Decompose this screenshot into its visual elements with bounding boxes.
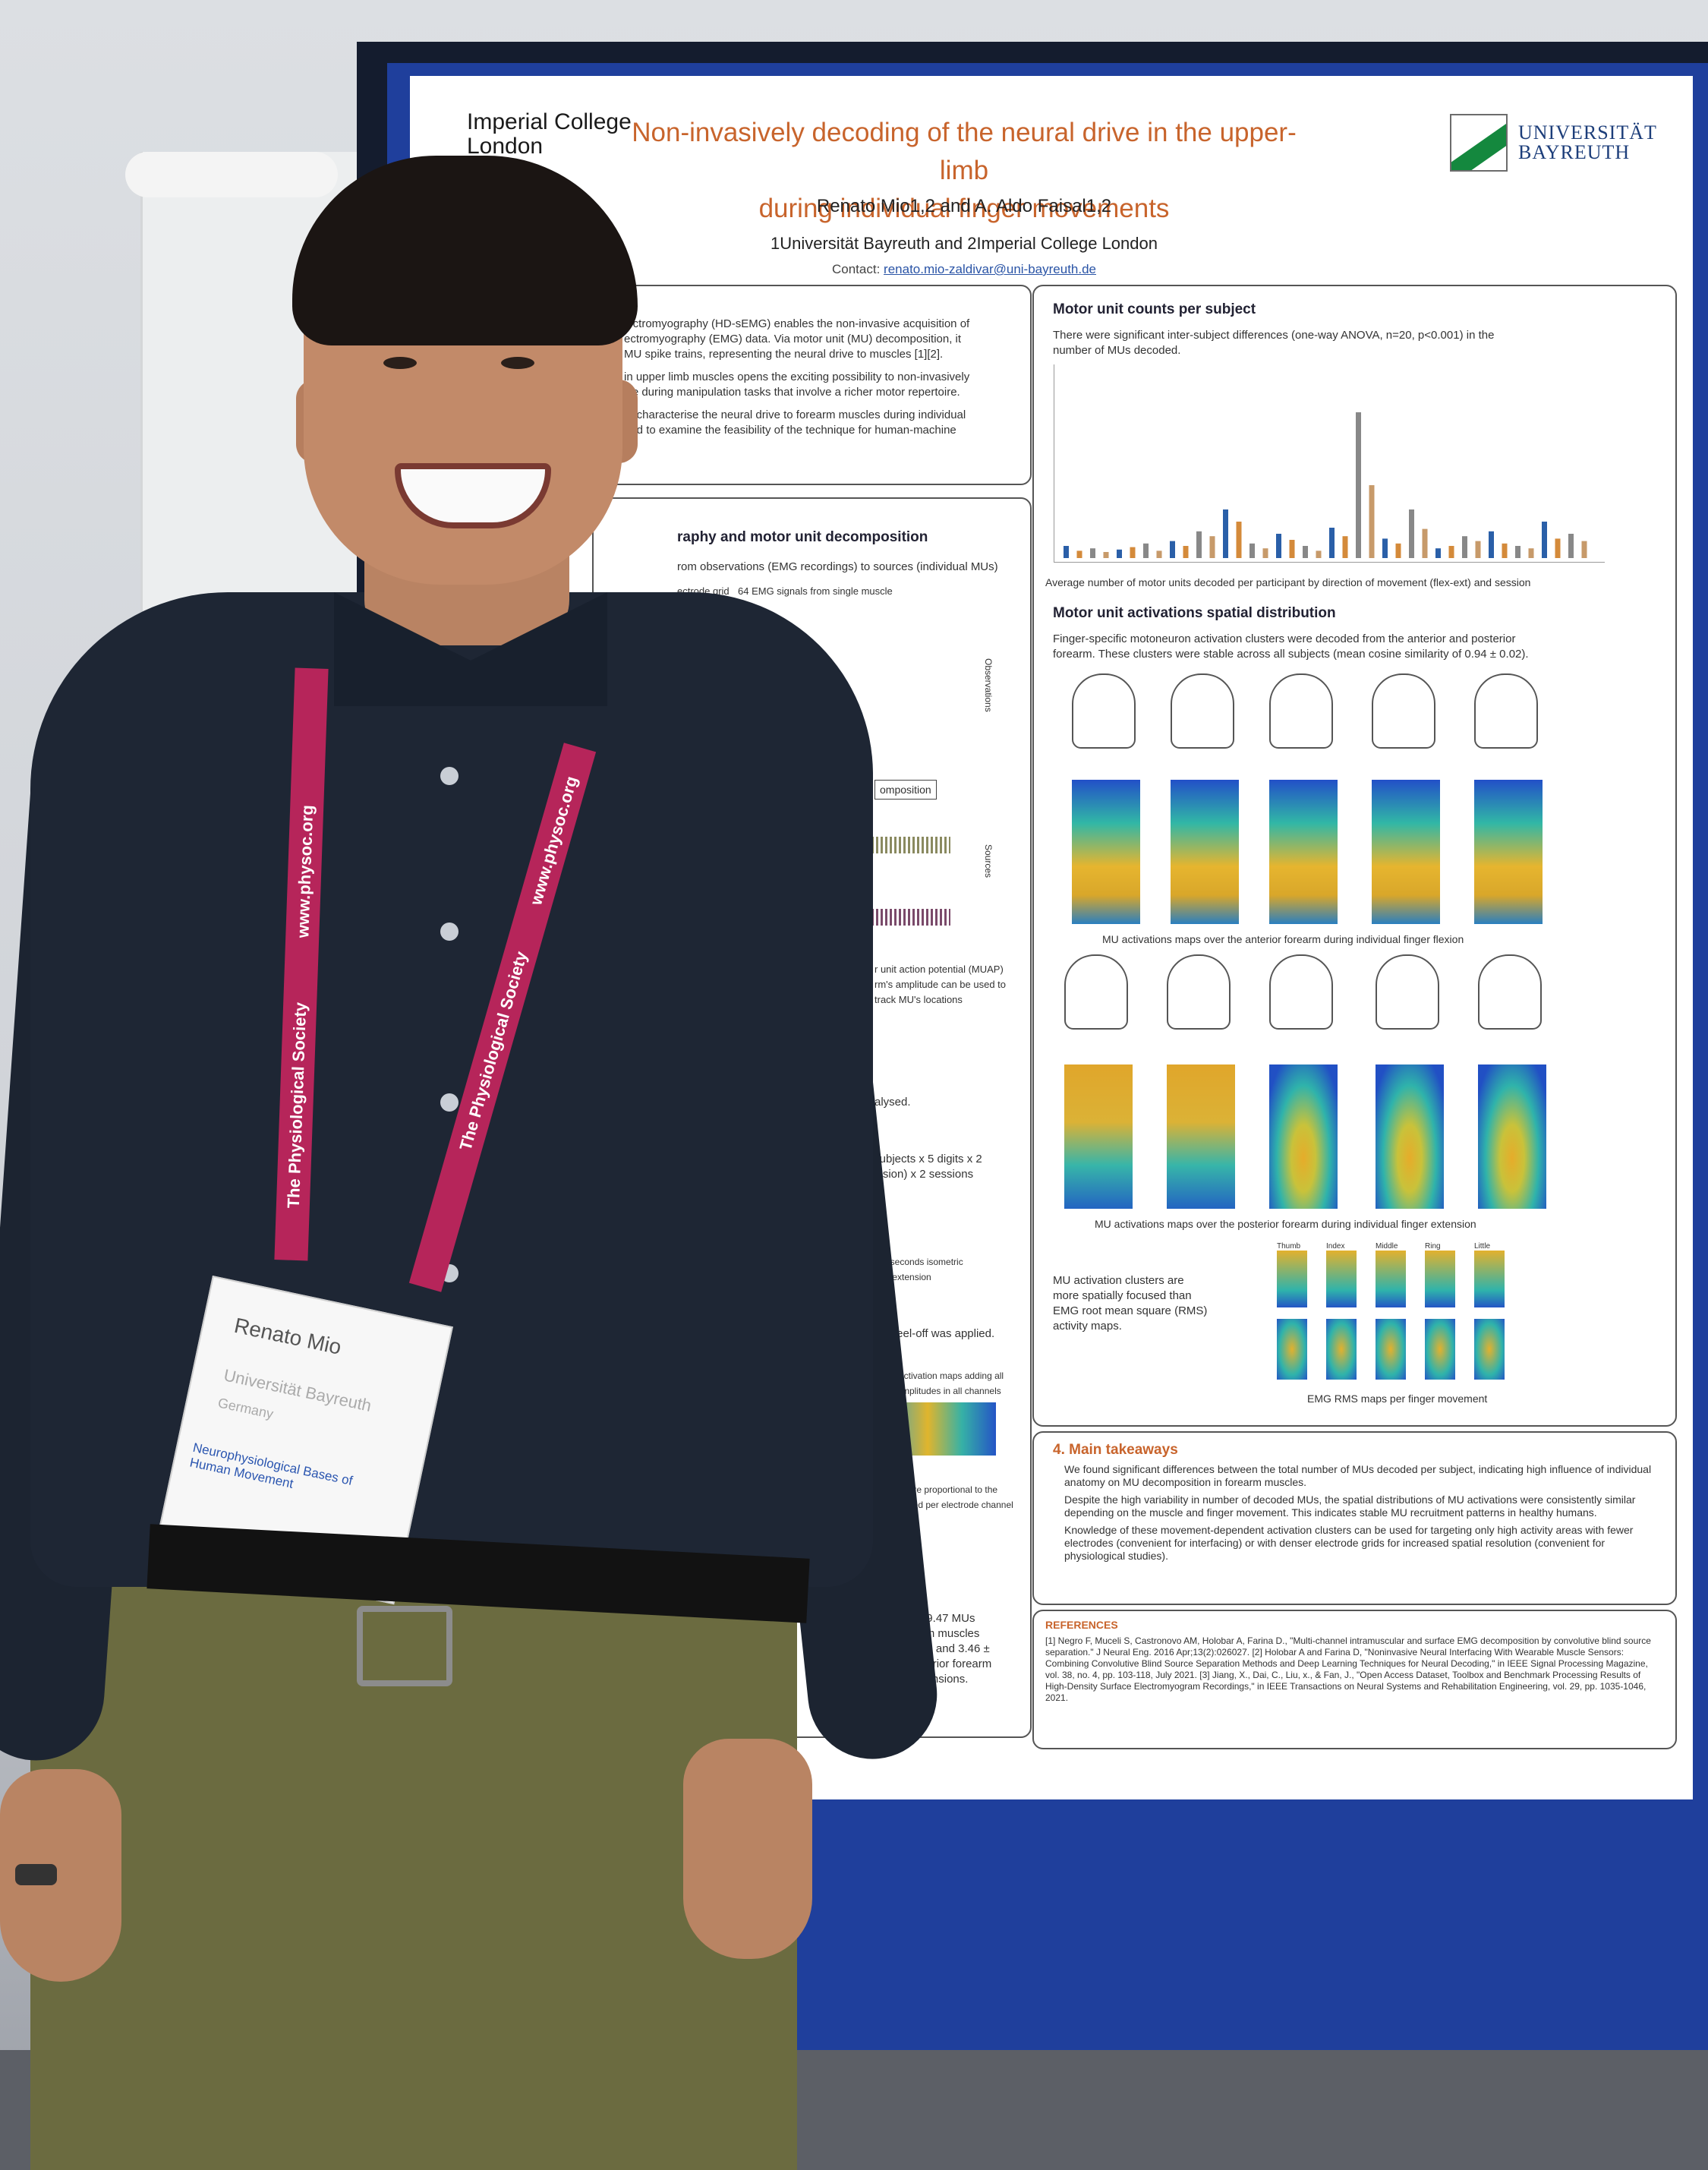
chart-bar <box>1130 547 1136 558</box>
chart-bar <box>1382 538 1388 558</box>
hand-middle-ext-icon <box>1269 954 1333 1030</box>
heatmap-flex-thumb <box>1072 780 1140 924</box>
chart-bar <box>1236 522 1242 558</box>
chart-bar <box>1409 509 1414 558</box>
poster-affiliation: 1Universität Bayreuth and 2Imperial Coll… <box>770 234 1158 253</box>
chart-bar <box>1196 531 1202 558</box>
spike-train-raster-2 <box>867 909 950 926</box>
shirt-button <box>440 767 459 785</box>
chart-bar <box>1342 536 1348 558</box>
bayreuth-emblem-icon <box>1450 114 1508 172</box>
chart-bar <box>1448 546 1454 558</box>
chart-bar <box>1395 543 1401 558</box>
shirt-button <box>440 1093 459 1112</box>
hand-little-ext-icon <box>1478 954 1542 1030</box>
chart-bar <box>1555 538 1561 558</box>
spike-train-raster <box>867 837 950 853</box>
references-box: REFERENCES [1] Negro F, Muceli S, Castro… <box>1032 1610 1677 1749</box>
heatmap-ext-thumb <box>1064 1064 1133 1209</box>
results-box: Motor unit counts per subject There were… <box>1032 285 1677 1427</box>
poster-board-frame-top <box>357 42 1708 63</box>
chart-bar <box>1223 509 1228 558</box>
heatmap-ext-little <box>1478 1064 1546 1209</box>
heatmap-ext-ring <box>1376 1064 1444 1209</box>
chart-bar <box>1435 548 1441 558</box>
chart-bar <box>1103 552 1109 558</box>
badge-event: Neurophysiological Bases of Human Moveme… <box>188 1440 355 1491</box>
takeaways-box: 4. Main takeaways We found significant d… <box>1032 1431 1677 1605</box>
shirt-button <box>440 923 459 941</box>
heatmap-ext-index <box>1167 1064 1235 1209</box>
chart-bar <box>1502 543 1508 558</box>
chart-bar <box>1356 412 1361 558</box>
poster-title: Non-invasively decoding of the neural dr… <box>632 118 1297 223</box>
hand-ring-ext-icon <box>1376 954 1439 1030</box>
heatmap-flex-little <box>1474 780 1543 924</box>
uni-bayreuth-logo: UNIVERSITÄT BAYREUTH <box>1450 114 1657 172</box>
hand-index-flex-icon <box>1171 673 1234 749</box>
chart-bar <box>1090 548 1095 558</box>
badge-country: Germany <box>216 1395 275 1422</box>
chart-bar <box>1581 541 1587 558</box>
badge-name: Renato Mio <box>232 1313 344 1359</box>
shirt <box>30 592 873 1587</box>
chart-bar <box>1064 546 1069 558</box>
chart-bar <box>1422 528 1428 558</box>
poster-authors: Renato Mio1,2 and A. Aldo Faisal1,2 <box>816 196 1112 216</box>
poster-contact: Contact: renato.mio-zaldivar@uni-bayreut… <box>832 262 1096 276</box>
right-hand <box>683 1739 812 1959</box>
heatmap-flex-middle <box>1269 780 1338 924</box>
chart-bar <box>1369 485 1375 558</box>
hand-ring-flex-icon <box>1372 673 1435 749</box>
heatmap-flex-index <box>1171 780 1239 924</box>
belt-buckle <box>357 1606 452 1686</box>
chart-bar <box>1542 522 1547 558</box>
rms-maps-row-2 <box>1277 1319 1505 1380</box>
chart-bar <box>1170 541 1175 558</box>
mu-count-bar-chart <box>1054 364 1605 563</box>
hand-little-flex-icon <box>1474 673 1538 749</box>
chart-bar <box>1076 550 1082 558</box>
hair <box>292 156 638 345</box>
heatmap-flex-ring <box>1372 780 1440 924</box>
chart-bar <box>1316 550 1322 558</box>
chart-bar <box>1475 541 1481 558</box>
right-eye <box>501 357 534 369</box>
rms-finger-labels: Thumb Index Middle Ring Little <box>1277 1242 1491 1251</box>
imperial-college-logo: Imperial College London <box>467 109 632 159</box>
chart-bar <box>1568 534 1574 558</box>
heatmap-ext-middle <box>1269 1064 1338 1209</box>
rms-maps-row-1 <box>1277 1251 1505 1307</box>
chart-bar <box>1262 548 1268 558</box>
hand-thumb-ext-icon <box>1064 954 1128 1030</box>
ring <box>15 1864 57 1885</box>
chart-bar <box>1117 549 1122 558</box>
intro-box: lectromyography (HD-sEMG) enables the no… <box>592 285 1032 485</box>
chart-bar <box>1289 540 1295 558</box>
left-eye <box>383 357 417 369</box>
chart-bar <box>1303 546 1308 558</box>
chart-bar <box>1156 550 1162 558</box>
hand-thumb-flex-icon <box>1072 673 1136 749</box>
chart-bar <box>1489 531 1494 558</box>
chart-bar <box>1329 528 1335 558</box>
flipchart-roll <box>125 152 338 197</box>
chart-bar <box>1209 536 1215 558</box>
chart-bar <box>1183 546 1189 558</box>
chart-bar <box>1528 548 1534 558</box>
chart-bar <box>1276 534 1281 558</box>
chart-bar <box>1462 536 1467 558</box>
chart-bar <box>1143 543 1149 558</box>
chart-bar <box>1249 543 1255 558</box>
contact-email-link[interactable]: renato.mio-zaldivar@uni-bayreuth.de <box>884 262 1096 276</box>
chart-bar <box>1515 546 1520 558</box>
hand-middle-flex-icon <box>1269 673 1333 749</box>
hand-index-ext-icon <box>1167 954 1231 1030</box>
